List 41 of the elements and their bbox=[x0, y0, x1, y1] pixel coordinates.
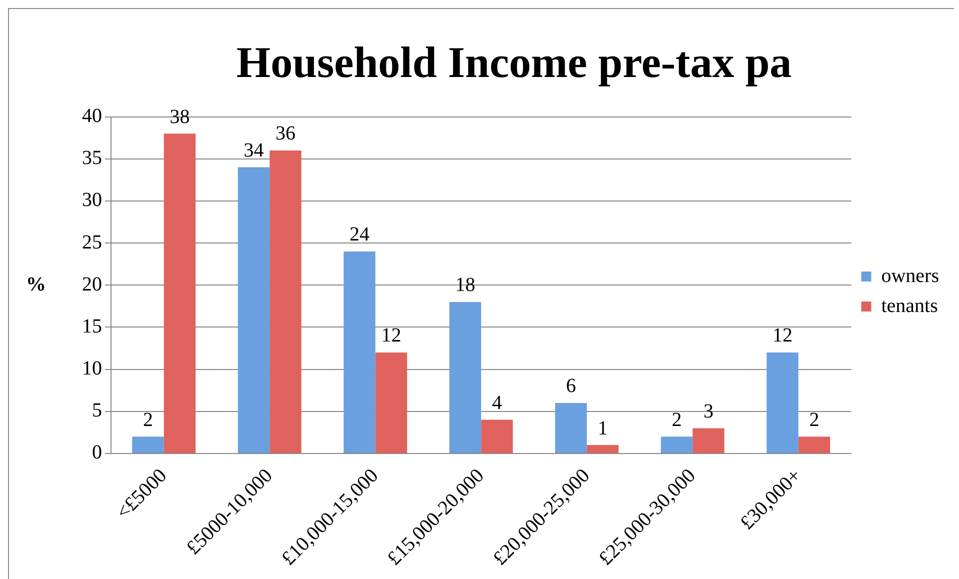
bar bbox=[555, 402, 587, 453]
y-tick-label: 30 bbox=[82, 189, 102, 212]
data-label: 12 bbox=[381, 324, 402, 347]
y-tick-label: 10 bbox=[82, 358, 102, 380]
y-tick-label: 0 bbox=[92, 442, 102, 464]
bar bbox=[481, 420, 513, 453]
data-label: 34 bbox=[244, 140, 264, 162]
bar bbox=[164, 134, 196, 453]
data-label: 12 bbox=[772, 324, 792, 347]
bar bbox=[660, 436, 693, 453]
data-label: 6 bbox=[566, 375, 576, 398]
y-tick-label: 35 bbox=[82, 147, 102, 170]
data-label: 24 bbox=[350, 224, 370, 246]
y-tick-label: 40 bbox=[82, 105, 102, 128]
bar bbox=[270, 150, 302, 453]
bar bbox=[766, 352, 798, 453]
bar bbox=[798, 436, 830, 453]
data-label: 36 bbox=[275, 122, 296, 145]
y-tick-label: 5 bbox=[92, 400, 102, 422]
y-tick-label: 15 bbox=[82, 315, 102, 338]
bar bbox=[692, 428, 724, 453]
data-label: 1 bbox=[598, 417, 608, 440]
bar bbox=[132, 436, 164, 453]
y-tick-label: 20 bbox=[82, 273, 102, 296]
data-label: 18 bbox=[455, 274, 476, 296]
chart-title: Household Income pre-tax pa bbox=[236, 38, 792, 87]
y-axis-title: % bbox=[26, 273, 46, 296]
bar bbox=[238, 167, 270, 453]
data-label: 2 bbox=[143, 408, 154, 431]
data-label: 2 bbox=[809, 408, 820, 431]
legend-label: owners bbox=[881, 264, 940, 287]
y-tick-label: 25 bbox=[82, 231, 102, 254]
bar bbox=[449, 302, 482, 453]
legend-label: tenants bbox=[881, 294, 938, 317]
data-label: 3 bbox=[703, 400, 714, 422]
data-label: 2 bbox=[672, 408, 682, 431]
bar bbox=[375, 352, 408, 453]
data-label: 4 bbox=[492, 392, 502, 414]
data-label: 38 bbox=[170, 106, 190, 128]
bar bbox=[344, 251, 376, 453]
bar bbox=[586, 445, 619, 453]
